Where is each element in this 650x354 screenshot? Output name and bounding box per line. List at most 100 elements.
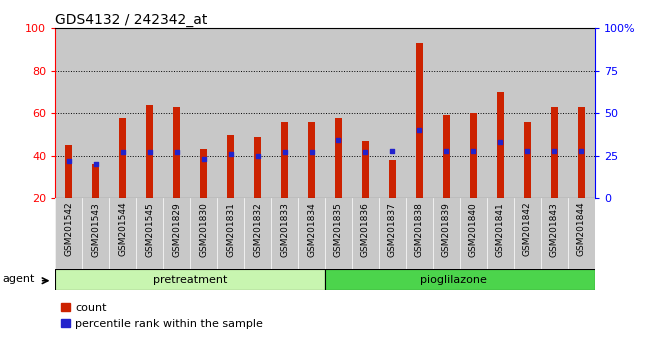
Bar xyxy=(406,198,433,269)
Text: GSM201840: GSM201840 xyxy=(469,202,478,257)
Text: GSM201543: GSM201543 xyxy=(91,202,100,257)
Point xyxy=(198,156,209,162)
Text: GSM201843: GSM201843 xyxy=(550,202,559,257)
Bar xyxy=(217,198,244,269)
Bar xyxy=(136,28,163,198)
Text: GSM201832: GSM201832 xyxy=(253,202,262,257)
Text: GSM201833: GSM201833 xyxy=(280,202,289,257)
Text: GSM201834: GSM201834 xyxy=(307,202,316,257)
Bar xyxy=(227,135,234,198)
Point xyxy=(226,151,236,157)
Bar xyxy=(541,198,568,269)
Bar xyxy=(109,198,136,269)
Bar xyxy=(379,28,406,198)
Bar xyxy=(568,28,595,198)
Text: GSM201839: GSM201839 xyxy=(442,202,451,257)
Bar xyxy=(578,107,584,198)
Bar xyxy=(568,198,595,269)
Bar xyxy=(200,149,207,198)
Bar xyxy=(487,198,514,269)
Point xyxy=(64,158,74,164)
Bar xyxy=(254,137,261,198)
Bar xyxy=(66,145,72,198)
Bar xyxy=(514,28,541,198)
Bar xyxy=(146,105,153,198)
Point xyxy=(333,138,344,143)
Text: GSM201838: GSM201838 xyxy=(415,202,424,257)
Bar xyxy=(443,115,450,198)
Bar xyxy=(470,113,476,198)
Bar xyxy=(271,28,298,198)
Bar xyxy=(82,28,109,198)
Text: GSM201842: GSM201842 xyxy=(523,202,532,256)
Bar xyxy=(120,118,126,198)
Point xyxy=(144,149,155,155)
Text: GSM201835: GSM201835 xyxy=(334,202,343,257)
Bar xyxy=(217,28,244,198)
Text: GSM201544: GSM201544 xyxy=(118,202,127,256)
Bar xyxy=(352,198,379,269)
Bar xyxy=(541,28,568,198)
Bar xyxy=(163,198,190,269)
Bar xyxy=(92,164,99,198)
Bar xyxy=(433,28,460,198)
Bar xyxy=(55,28,83,198)
Bar xyxy=(325,198,352,269)
Point xyxy=(90,161,101,167)
Bar xyxy=(281,122,288,198)
Bar xyxy=(308,122,315,198)
Bar xyxy=(335,118,342,198)
Bar xyxy=(352,28,379,198)
Bar xyxy=(362,141,369,198)
Text: GSM201829: GSM201829 xyxy=(172,202,181,257)
Bar xyxy=(379,198,406,269)
Bar xyxy=(433,198,460,269)
Point xyxy=(172,149,182,155)
Point xyxy=(549,148,560,154)
Bar xyxy=(163,28,190,198)
Text: GSM201545: GSM201545 xyxy=(145,202,154,257)
Bar xyxy=(524,122,530,198)
Point xyxy=(441,148,452,154)
Bar xyxy=(244,198,271,269)
Bar xyxy=(487,28,514,198)
Bar xyxy=(271,198,298,269)
Point xyxy=(252,153,263,159)
Bar xyxy=(109,28,136,198)
Bar xyxy=(325,28,352,198)
Text: GSM201836: GSM201836 xyxy=(361,202,370,257)
Bar xyxy=(514,198,541,269)
Text: GDS4132 / 242342_at: GDS4132 / 242342_at xyxy=(55,13,207,27)
Point xyxy=(576,148,586,154)
Text: pioglilazone: pioglilazone xyxy=(420,275,487,285)
Point xyxy=(306,149,317,155)
Bar xyxy=(298,28,325,198)
Bar xyxy=(190,28,217,198)
Bar xyxy=(406,28,433,198)
Bar xyxy=(460,28,487,198)
Bar xyxy=(325,269,595,290)
Point xyxy=(468,148,478,154)
Text: pretreatment: pretreatment xyxy=(153,275,228,285)
Point xyxy=(360,149,370,155)
Bar xyxy=(497,92,504,198)
Point xyxy=(118,149,128,155)
Legend: count, percentile rank within the sample: count, percentile rank within the sample xyxy=(61,303,263,329)
Bar xyxy=(82,198,109,269)
Text: GSM201841: GSM201841 xyxy=(496,202,505,257)
Text: GSM201844: GSM201844 xyxy=(577,202,586,256)
Point xyxy=(280,149,290,155)
Bar xyxy=(174,107,180,198)
Point xyxy=(387,148,398,154)
Text: GSM201830: GSM201830 xyxy=(199,202,208,257)
Bar xyxy=(55,198,83,269)
Text: GSM201837: GSM201837 xyxy=(388,202,397,257)
Text: GSM201542: GSM201542 xyxy=(64,202,73,256)
Bar xyxy=(190,198,217,269)
Bar xyxy=(244,28,271,198)
Bar xyxy=(460,198,487,269)
Bar xyxy=(389,160,396,198)
Point xyxy=(522,148,532,154)
Point xyxy=(495,139,506,145)
Bar xyxy=(55,269,325,290)
